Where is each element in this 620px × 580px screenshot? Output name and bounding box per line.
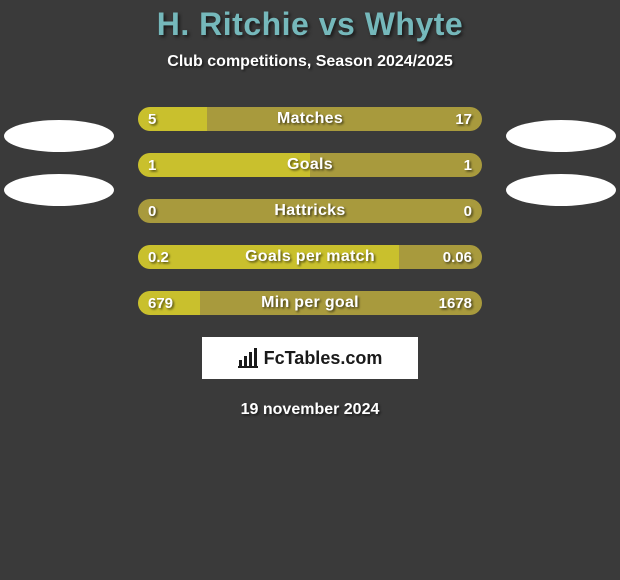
stat-row: 6791678Min per goal — [138, 291, 482, 315]
brand-text: FcTables.com — [264, 348, 383, 369]
comparison-infographic: H. Ritchie vs Whyte Club competitions, S… — [0, 0, 620, 580]
decorative-ellipse — [506, 174, 616, 206]
subtitle: Club competitions, Season 2024/2025 — [0, 53, 620, 71]
stat-label: Hattricks — [138, 199, 482, 223]
decorative-ellipse — [506, 120, 616, 152]
brand-badge: FcTables.com — [202, 337, 418, 379]
stat-label: Min per goal — [138, 291, 482, 315]
bar-chart-icon — [238, 348, 260, 368]
stat-rows: 517Matches 11Goals 00Hattricks 0.20.06Goals… — [138, 107, 482, 315]
stat-row: 11Goals — [138, 153, 482, 177]
stat-row: 517Matches — [138, 107, 482, 131]
stat-label: Matches — [138, 107, 482, 131]
stat-label: Goals — [138, 153, 482, 177]
decorative-ellipse — [4, 120, 114, 152]
stat-label: Goals per match — [138, 245, 482, 269]
decorative-ellipse — [4, 174, 114, 206]
date-label: 19 november 2024 — [0, 401, 620, 419]
stat-row: 0.20.06Goals per match — [138, 245, 482, 269]
stat-row: 00Hattricks — [138, 199, 482, 223]
page-title: H. Ritchie vs Whyte — [0, 6, 620, 43]
